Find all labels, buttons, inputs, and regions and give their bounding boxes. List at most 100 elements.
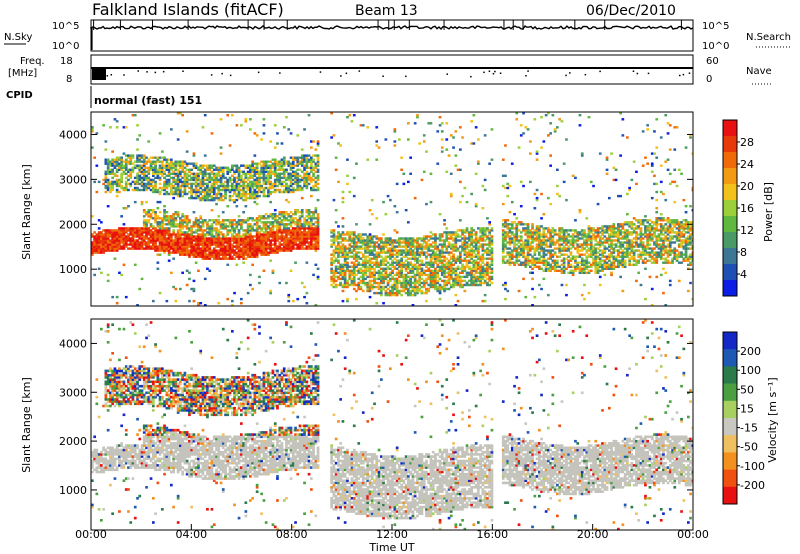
power-cell <box>224 188 227 192</box>
power-cell <box>235 180 239 184</box>
power-cell <box>210 178 214 182</box>
power-cell <box>366 237 370 240</box>
power-cell <box>203 219 207 222</box>
power-cell <box>127 156 130 159</box>
power-cell <box>237 215 241 218</box>
power-cell <box>145 231 148 234</box>
power-cell <box>519 134 523 137</box>
power-cell <box>212 227 216 230</box>
power-cell <box>398 253 401 256</box>
power-cell <box>152 174 155 177</box>
power-cell <box>508 259 512 262</box>
power-cell <box>113 249 117 252</box>
power-cell <box>212 249 216 252</box>
power-cell <box>176 188 180 192</box>
power-cell <box>154 164 157 167</box>
power-cell <box>118 231 121 234</box>
power-cell <box>221 225 225 228</box>
power-cell <box>305 231 309 234</box>
power-cell <box>253 194 257 198</box>
power-cell <box>510 200 514 204</box>
power-cell <box>145 170 148 173</box>
power-cell <box>533 229 537 232</box>
power-cell <box>127 174 130 177</box>
power-cell <box>535 243 539 246</box>
power-cell <box>246 223 250 226</box>
power-cell <box>136 239 139 242</box>
power-cell <box>267 170 270 173</box>
power-cell <box>429 243 433 246</box>
power-cell <box>339 277 342 281</box>
power-cell <box>380 249 383 252</box>
power-cell <box>501 245 505 248</box>
power-cell <box>316 182 320 186</box>
power-cell <box>352 231 356 234</box>
power-cell <box>506 182 510 186</box>
power-cell <box>174 237 178 240</box>
nave-point <box>340 75 342 77</box>
power-cell <box>377 146 381 149</box>
power-cell <box>291 160 295 163</box>
power-cell <box>278 227 282 230</box>
power-cell <box>504 287 507 291</box>
power-cell <box>305 186 309 190</box>
power-cell <box>199 166 203 169</box>
power-cell <box>179 194 182 198</box>
power-cell <box>226 205 230 208</box>
power-cell <box>233 253 236 256</box>
power-cell <box>276 221 279 224</box>
power-cell <box>118 247 121 250</box>
power-cell <box>438 253 442 256</box>
power-cell <box>287 186 291 190</box>
power-cell <box>483 281 487 285</box>
power-cell <box>237 170 241 173</box>
power-cell <box>407 138 410 141</box>
power-cell <box>465 275 469 279</box>
power-cell <box>400 271 403 274</box>
power-cell <box>246 237 250 240</box>
power-cell <box>190 251 193 254</box>
power-cell <box>384 263 388 266</box>
power-cell <box>147 166 151 169</box>
nave-point <box>636 72 639 75</box>
power-cell <box>276 184 279 188</box>
power-cell <box>427 267 431 270</box>
power-cell <box>359 124 363 127</box>
power-cell <box>282 188 286 192</box>
power-cell <box>179 239 182 242</box>
power-cell <box>409 275 412 279</box>
power-cell <box>165 229 169 232</box>
power-cell <box>395 273 399 277</box>
power-cell <box>535 239 539 242</box>
power-cell <box>212 239 216 242</box>
power-cell <box>411 251 415 254</box>
power-cell <box>434 233 437 236</box>
power-cell <box>343 277 347 281</box>
power-cell <box>357 271 361 274</box>
power-cell <box>368 281 372 285</box>
power-cell <box>291 227 295 230</box>
power-cell <box>332 134 336 137</box>
power-cell <box>440 251 444 254</box>
power-cell <box>298 180 302 184</box>
power-cell <box>463 289 467 293</box>
power-cell <box>463 253 467 256</box>
power-cell <box>515 261 519 264</box>
power-cell <box>357 267 361 270</box>
power-cell <box>170 158 173 161</box>
power-cell <box>264 223 268 226</box>
power-cell <box>197 168 200 171</box>
power-cell <box>262 249 266 252</box>
power-cell <box>386 283 390 287</box>
power-cell <box>278 178 282 182</box>
power-cell <box>515 229 519 232</box>
power-cell <box>201 245 205 248</box>
power-cell <box>251 225 254 228</box>
power-cell <box>246 192 250 196</box>
power-cell <box>287 231 291 234</box>
station-title: Falkland Islands (fitACF) <box>92 0 284 19</box>
power-cell <box>228 257 232 260</box>
power-cell <box>413 255 417 258</box>
power-cell <box>271 170 275 173</box>
power-cell <box>120 160 123 163</box>
